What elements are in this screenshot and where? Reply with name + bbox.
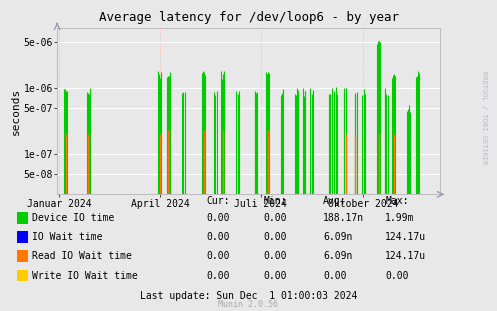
Y-axis label: seconds: seconds <box>11 88 21 135</box>
Text: 0.00: 0.00 <box>263 232 287 242</box>
Text: 0.00: 0.00 <box>263 213 287 223</box>
Text: 0.00: 0.00 <box>206 232 230 242</box>
Text: 6.09n: 6.09n <box>323 251 352 261</box>
Text: Last update: Sun Dec  1 01:00:03 2024: Last update: Sun Dec 1 01:00:03 2024 <box>140 290 357 300</box>
Text: 0.00: 0.00 <box>263 271 287 281</box>
Title: Average latency for /dev/loop6 - by year: Average latency for /dev/loop6 - by year <box>98 11 399 24</box>
Text: Read IO Wait time: Read IO Wait time <box>32 251 132 261</box>
Text: Munin 2.0.56: Munin 2.0.56 <box>219 300 278 309</box>
Text: Min:: Min: <box>263 196 287 206</box>
Text: 0.00: 0.00 <box>323 271 346 281</box>
Text: 0.00: 0.00 <box>263 251 287 261</box>
Text: 0.00: 0.00 <box>206 251 230 261</box>
Text: 0.00: 0.00 <box>206 213 230 223</box>
Text: 0.00: 0.00 <box>206 271 230 281</box>
Text: Max:: Max: <box>385 196 409 206</box>
Text: 0.00: 0.00 <box>385 271 409 281</box>
Text: 124.17u: 124.17u <box>385 232 426 242</box>
Text: 6.09n: 6.09n <box>323 232 352 242</box>
Text: IO Wait time: IO Wait time <box>32 232 103 242</box>
Text: Cur:: Cur: <box>206 196 230 206</box>
Text: Write IO Wait time: Write IO Wait time <box>32 271 138 281</box>
Text: 124.17u: 124.17u <box>385 251 426 261</box>
Text: 188.17n: 188.17n <box>323 213 364 223</box>
Text: RRDTOOL / TOBI OETIKER: RRDTOOL / TOBI OETIKER <box>481 72 487 165</box>
Text: Device IO time: Device IO time <box>32 213 114 223</box>
Text: Avg:: Avg: <box>323 196 346 206</box>
Text: 1.99m: 1.99m <box>385 213 414 223</box>
